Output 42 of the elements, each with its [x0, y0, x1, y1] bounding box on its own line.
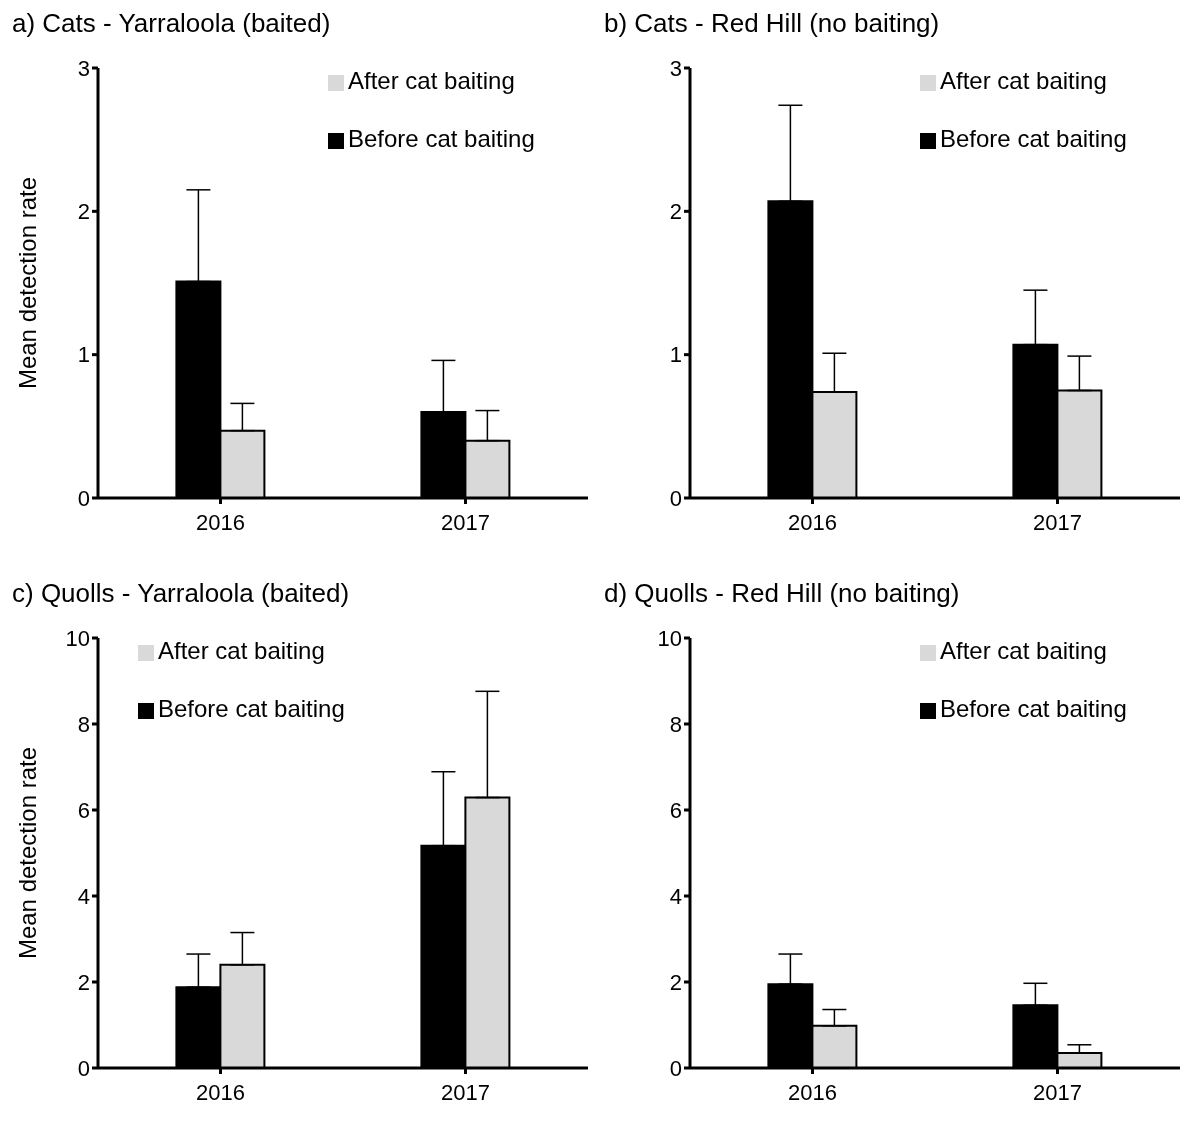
y-tick-label: 1 — [77, 342, 90, 368]
legend-label: Before cat baiting — [348, 125, 535, 152]
y-tick-label: 2 — [77, 969, 90, 995]
x-tick-label: 2017 — [1033, 1079, 1082, 1105]
chart-title: b) Cats - Red Hill (no baiting) — [603, 8, 941, 40]
x-tick-label: 2016 — [788, 1079, 837, 1105]
chart-title: a) Cats - Yarraloola (baited) — [11, 8, 332, 40]
legend-label: After cat baiting — [940, 67, 1107, 94]
y-tick-label: 3 — [77, 55, 90, 81]
y-tick-label: 4 — [669, 883, 682, 909]
y-tick-label: 0 — [669, 1055, 682, 1081]
y-tick-label: 8 — [669, 711, 682, 737]
y-tick-label: 0 — [77, 485, 90, 511]
x-tick-label: 2016 — [788, 509, 837, 535]
x-tick-label: 2016 — [196, 1079, 245, 1105]
y-tick-label: 1 — [669, 342, 682, 368]
y-axis-title: Mean detection rate — [13, 176, 41, 390]
y-tick-label: 4 — [77, 883, 90, 909]
x-tick-label: 2016 — [196, 509, 245, 535]
y-tick-label: 2 — [669, 969, 682, 995]
y-tick-label: 8 — [77, 711, 90, 737]
legend-label: Before cat baiting — [158, 695, 345, 722]
x-tick-label: 2017 — [441, 509, 490, 535]
y-tick-label: 10 — [657, 625, 682, 651]
y-tick-label: 10 — [65, 625, 90, 651]
x-tick-label: 2017 — [1033, 509, 1082, 535]
y-tick-label: 2 — [77, 199, 90, 225]
x-tick-label: 2017 — [441, 1079, 490, 1105]
y-tick-label: 0 — [77, 1055, 90, 1081]
legend-label: After cat baiting — [348, 67, 515, 94]
y-axis-title: Mean detection rate — [13, 746, 41, 960]
y-tick-label: 3 — [669, 55, 682, 81]
legend-label: After cat baiting — [940, 637, 1107, 664]
chart-title: c) Quolls - Yarraloola (baited) — [11, 578, 351, 610]
y-tick-label: 2 — [669, 199, 682, 225]
legend-label: After cat baiting — [158, 637, 325, 664]
chart-title: d) Quolls - Red Hill (no baiting) — [603, 578, 961, 610]
y-tick-label: 6 — [669, 797, 682, 823]
legend-label: Before cat baiting — [940, 125, 1127, 152]
y-tick-label: 6 — [77, 797, 90, 823]
legend-label: Before cat baiting — [940, 695, 1127, 722]
y-tick-label: 0 — [669, 485, 682, 511]
